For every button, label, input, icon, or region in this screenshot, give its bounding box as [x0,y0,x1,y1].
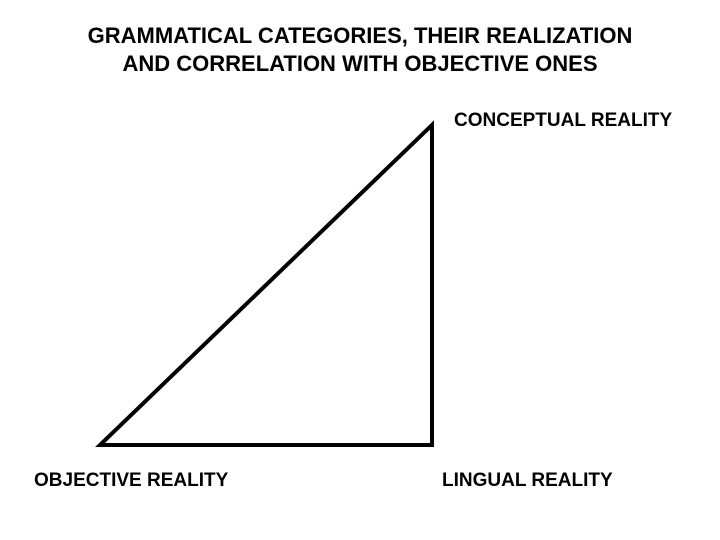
label-conceptual-reality: CONCEPTUAL REALITY [454,110,672,132]
triangle-diagram [0,0,720,540]
triangle-shape [100,125,432,445]
label-objective-reality: OBJECTIVE REALITY [34,470,228,492]
slide: GRAMMATICAL CATEGORIES, THEIR REALIZATIO… [0,0,720,540]
label-lingual-reality: LINGUAL REALITY [442,470,613,492]
triangle-svg [0,0,720,540]
